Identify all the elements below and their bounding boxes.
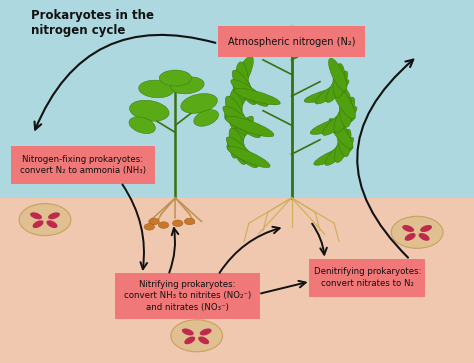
Ellipse shape [325, 137, 354, 166]
FancyBboxPatch shape [218, 26, 365, 57]
Ellipse shape [333, 64, 345, 98]
Ellipse shape [226, 137, 258, 168]
Ellipse shape [225, 96, 248, 135]
Ellipse shape [257, 26, 293, 53]
Ellipse shape [33, 220, 44, 228]
Ellipse shape [198, 337, 209, 344]
Ellipse shape [149, 218, 159, 225]
Ellipse shape [181, 94, 218, 113]
Ellipse shape [171, 320, 223, 352]
Ellipse shape [46, 220, 57, 228]
Ellipse shape [332, 84, 356, 119]
Ellipse shape [129, 100, 169, 121]
Ellipse shape [184, 218, 195, 225]
Ellipse shape [232, 70, 256, 105]
Ellipse shape [419, 233, 429, 241]
Ellipse shape [129, 117, 155, 134]
FancyBboxPatch shape [309, 258, 425, 297]
Ellipse shape [194, 110, 219, 126]
Ellipse shape [200, 329, 211, 335]
Text: Prokaryotes in the
nitrogen cycle: Prokaryotes in the nitrogen cycle [31, 9, 154, 37]
Ellipse shape [322, 106, 357, 135]
FancyBboxPatch shape [11, 146, 155, 184]
Ellipse shape [144, 224, 155, 230]
Ellipse shape [184, 337, 195, 344]
Ellipse shape [234, 89, 280, 105]
Ellipse shape [405, 233, 416, 241]
Ellipse shape [277, 28, 323, 44]
Ellipse shape [402, 225, 414, 232]
Ellipse shape [420, 225, 432, 232]
Text: Atmospheric nitrogen (N₂): Atmospheric nitrogen (N₂) [228, 37, 355, 47]
Ellipse shape [328, 58, 347, 91]
Ellipse shape [225, 82, 250, 120]
Ellipse shape [158, 222, 169, 228]
Ellipse shape [310, 115, 355, 135]
Ellipse shape [231, 79, 268, 106]
Bar [0, 198, 474, 363]
Ellipse shape [19, 204, 71, 236]
Ellipse shape [233, 56, 254, 92]
Ellipse shape [326, 71, 348, 102]
Ellipse shape [227, 146, 270, 168]
Ellipse shape [290, 26, 326, 53]
Ellipse shape [182, 329, 194, 335]
Ellipse shape [30, 212, 42, 219]
Ellipse shape [170, 77, 204, 94]
Ellipse shape [48, 212, 60, 219]
Ellipse shape [337, 122, 350, 157]
Bar [0, 0, 474, 198]
Ellipse shape [391, 216, 443, 248]
Ellipse shape [334, 97, 355, 133]
Ellipse shape [225, 116, 274, 137]
Ellipse shape [139, 80, 174, 98]
Ellipse shape [173, 220, 183, 227]
Ellipse shape [304, 87, 346, 103]
Ellipse shape [339, 89, 352, 127]
Ellipse shape [223, 106, 261, 138]
Ellipse shape [314, 146, 353, 165]
Ellipse shape [227, 116, 254, 150]
Ellipse shape [236, 62, 249, 100]
Ellipse shape [230, 121, 245, 158]
Ellipse shape [315, 79, 349, 104]
Ellipse shape [329, 118, 353, 149]
Ellipse shape [260, 28, 306, 44]
Ellipse shape [159, 70, 191, 86]
Ellipse shape [335, 129, 351, 163]
Text: Nitrifying prokaryotes:
convert NH₃ to nitrites (NO₂⁻)
and nitrates (NO₃⁻): Nitrifying prokaryotes: convert NH₃ to n… [124, 280, 251, 312]
Ellipse shape [229, 128, 247, 164]
Ellipse shape [267, 30, 316, 40]
Text: Denitrifying prokaryotes:
convert nitrates to N₂: Denitrifying prokaryotes: convert nitrat… [314, 268, 421, 288]
Ellipse shape [228, 87, 242, 129]
Text: Nitrogen-fixing prokaryotes:
convert N₂ to ammonia (NH₃): Nitrogen-fixing prokaryotes: convert N₂ … [20, 155, 146, 175]
FancyBboxPatch shape [115, 273, 259, 319]
